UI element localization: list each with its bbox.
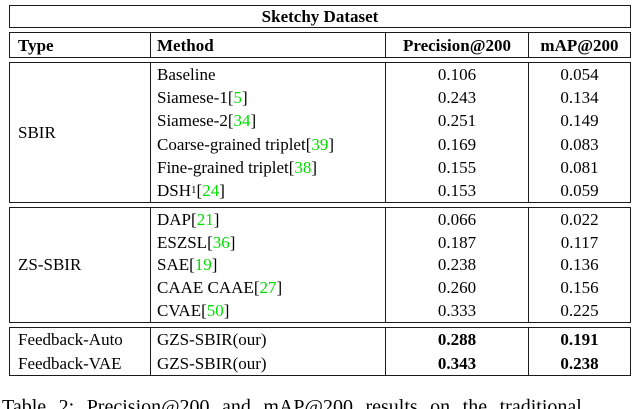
citation-link[interactable]: 5 bbox=[233, 88, 243, 108]
method-cell: ESZSL [36] bbox=[150, 230, 385, 254]
method-cell: Baseline bbox=[150, 63, 385, 87]
map-cell: 0.191 bbox=[528, 328, 630, 352]
method-cell: Fine-grained triplet [38] bbox=[150, 155, 385, 179]
method-cell: SAE [19] bbox=[150, 253, 385, 277]
group-feedback: Feedback-Auto GZS-SBIR(our) 0.288 0.191 … bbox=[9, 327, 631, 376]
header-method: Method bbox=[150, 33, 385, 57]
cite-bracket-open: [ bbox=[227, 88, 234, 108]
cite-bracket-close: ] bbox=[242, 88, 248, 108]
method-label: DSH bbox=[157, 180, 192, 200]
method-label: Siamese-1 bbox=[157, 88, 228, 108]
map-cell: 0.059 bbox=[528, 178, 630, 202]
precision-cell: 0.251 bbox=[385, 109, 528, 133]
map-cell: 0.022 bbox=[528, 208, 630, 231]
map-cell: 0.117 bbox=[528, 230, 630, 254]
method-label: Coarse-grained triplet bbox=[157, 134, 306, 154]
method-cell: CVAE [50] bbox=[150, 299, 385, 322]
citation-link[interactable]: 34 bbox=[233, 111, 251, 131]
citation-link[interactable]: 50 bbox=[206, 301, 224, 321]
method-cell: DAP [21] bbox=[150, 208, 385, 231]
method-label: ESZSL bbox=[157, 232, 208, 252]
map-cell: 0.238 bbox=[528, 351, 630, 375]
method-cell: Siamese-1 [5] bbox=[150, 86, 385, 110]
table-title-row: Sketchy Dataset bbox=[9, 5, 631, 28]
cite-bracket-close: ] bbox=[311, 157, 318, 177]
cite-bracket-close: ] bbox=[211, 255, 218, 275]
map-cell: 0.081 bbox=[528, 155, 630, 179]
cite-bracket-close: ] bbox=[328, 134, 335, 154]
method-label: CAAE CAAE bbox=[157, 278, 254, 298]
method-label: SAE bbox=[157, 255, 190, 275]
table-caption: Table 2: Precision@200 and mAP@200 resul… bbox=[2, 396, 582, 409]
table-header-row: Type Method Precision@200 mAP@200 bbox=[9, 32, 631, 58]
method-label: Siamese-2 bbox=[157, 111, 228, 131]
cite-bracket-close: ] bbox=[219, 180, 225, 200]
method-cell: CAAE CAAE [27] bbox=[150, 276, 385, 300]
method-cell: Coarse-grained triplet [39] bbox=[150, 132, 385, 156]
table-title: Sketchy Dataset bbox=[261, 6, 379, 26]
type-label-zssbir: ZS-SBIR bbox=[18, 255, 82, 275]
map-cell: 0.149 bbox=[528, 109, 630, 133]
header-precision: Precision@200 bbox=[385, 33, 528, 57]
header-map: mAP@200 bbox=[528, 33, 630, 57]
method-label: Fine-grained triplet bbox=[157, 157, 289, 177]
method-cell: GZS-SBIR(our) bbox=[150, 328, 385, 352]
precision-cell: 0.153 bbox=[385, 178, 528, 202]
method-cell: DSH 1 [24] bbox=[150, 178, 385, 202]
map-cell: 0.054 bbox=[528, 63, 630, 87]
precision-cell: 0.106 bbox=[385, 63, 528, 87]
precision-cell: 0.238 bbox=[385, 253, 528, 277]
precision-cell: 0.333 bbox=[385, 299, 528, 322]
cite-bracket-close: ] bbox=[229, 232, 236, 252]
citation-link[interactable]: 21 bbox=[196, 209, 214, 229]
cite-bracket-open: [ bbox=[191, 209, 197, 229]
precision-cell: 0.169 bbox=[385, 132, 528, 156]
map-cell: 0.156 bbox=[528, 276, 630, 300]
citation-link[interactable]: 38 bbox=[294, 157, 312, 177]
cite-bracket-close: ] bbox=[223, 301, 230, 321]
citation-link[interactable]: 24 bbox=[202, 180, 220, 200]
cite-bracket-open: [ bbox=[227, 111, 234, 131]
cite-bracket-open: [ bbox=[196, 180, 203, 200]
precision-cell: 0.187 bbox=[385, 230, 528, 254]
method-cell: Siamese-2 [34] bbox=[150, 109, 385, 133]
map-cell: 0.136 bbox=[528, 253, 630, 277]
map-cell: 0.083 bbox=[528, 132, 630, 156]
method-cell: GZS-SBIR(our) bbox=[150, 351, 385, 375]
cite-bracket-close: ] bbox=[250, 111, 257, 131]
cite-bracket-close: ] bbox=[276, 278, 283, 298]
type-label-feedback-auto: Feedback-Auto bbox=[18, 330, 123, 350]
header-type: Type bbox=[18, 35, 54, 55]
map-cell: 0.225 bbox=[528, 299, 630, 322]
citation-link[interactable]: 27 bbox=[259, 278, 277, 298]
citation-link[interactable]: 36 bbox=[212, 232, 230, 252]
map-cell: 0.134 bbox=[528, 86, 630, 110]
precision-cell: 0.243 bbox=[385, 86, 528, 110]
method-label: Baseline bbox=[157, 65, 216, 85]
cite-bracket-close: ] bbox=[213, 209, 220, 229]
cite-bracket-open: [ bbox=[207, 232, 213, 252]
citation-link[interactable]: 19 bbox=[194, 255, 212, 275]
type-label-sbir: SBIR bbox=[18, 122, 56, 142]
method-label: CVAE bbox=[157, 301, 202, 321]
type-label-feedback-vae: Feedback-VAE bbox=[18, 353, 122, 373]
cite-bracket-open: [ bbox=[189, 255, 195, 275]
precision-cell: 0.155 bbox=[385, 155, 528, 179]
method-label: DAP bbox=[157, 209, 192, 229]
precision-cell: 0.260 bbox=[385, 276, 528, 300]
precision-cell: 0.288 bbox=[385, 328, 528, 352]
precision-cell: 0.343 bbox=[385, 351, 528, 375]
cite-bracket-open: [ bbox=[288, 157, 295, 177]
precision-cell: 0.066 bbox=[385, 208, 528, 231]
group-zssbir: ZS-SBIR DAP [21] 0.066 0.022 ESZSL [36] … bbox=[9, 207, 631, 323]
citation-link[interactable]: 39 bbox=[311, 134, 329, 154]
cite-bracket-open: [ bbox=[305, 134, 312, 154]
group-sbir: SBIR Baseline 0.106 0.054 Siamese-1 [5] … bbox=[9, 62, 631, 203]
cite-bracket-open: [ bbox=[253, 278, 260, 298]
cite-bracket-open: [ bbox=[201, 301, 207, 321]
